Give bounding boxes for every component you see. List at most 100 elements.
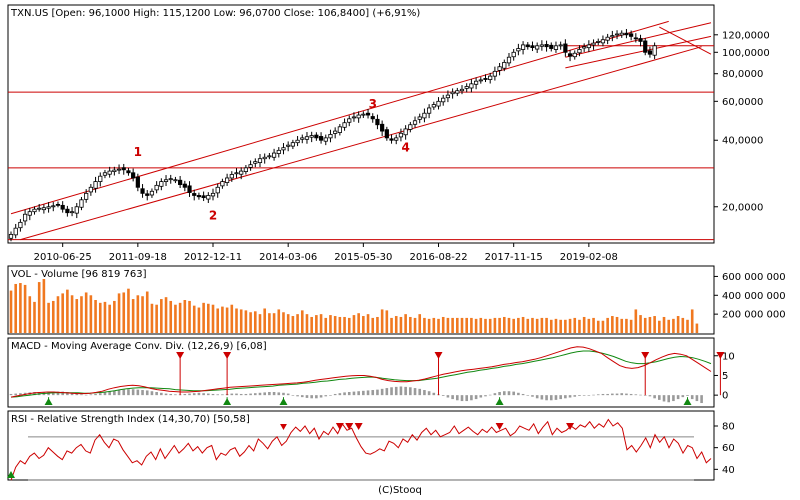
candle-body: [389, 138, 394, 141]
volume-bar: [230, 304, 234, 333]
macd-histogram-bar: [578, 395, 581, 396]
volume-bar: [174, 304, 177, 333]
macd-histogram-bar: [19, 393, 22, 396]
macd-histogram-bar: [484, 395, 487, 397]
candle-body: [643, 40, 648, 53]
volume-bar: [507, 317, 511, 333]
macd-histogram-bar: [399, 386, 403, 396]
macd-histogram-bar: [347, 392, 351, 396]
candle-body: [619, 32, 624, 36]
macd-histogram-bar: [150, 391, 154, 396]
macd-histogram-bar: [502, 391, 506, 396]
macd-histogram-bar: [136, 389, 140, 396]
wave-label: 1: [134, 145, 142, 159]
candle-body: [65, 208, 70, 214]
wave-label: 2: [209, 209, 217, 223]
candle-body: [309, 135, 314, 138]
volume-bar: [113, 300, 116, 333]
volume-bar: [658, 320, 661, 333]
candle-body: [511, 51, 516, 58]
macd-histogram-bar: [526, 395, 530, 396]
candle-body: [27, 211, 32, 216]
macd-histogram-bar: [211, 393, 215, 396]
macd-histogram-bar: [390, 387, 393, 396]
candle-body: [375, 118, 380, 126]
price-title: TXN.US [Open: 96,1000 High: 115,1200 Low…: [10, 8, 420, 19]
candle-body: [530, 45, 535, 49]
macd-histogram-bar: [188, 393, 191, 396]
macd-histogram-bar: [695, 395, 699, 402]
recent-downtrend-line: [659, 26, 712, 55]
volume-bar: [333, 316, 337, 333]
buy-signal-marker: [223, 398, 232, 405]
volume-bar: [155, 304, 158, 333]
volume-bar: [75, 299, 79, 333]
candle-body: [403, 128, 408, 136]
volume-bar: [690, 309, 694, 333]
volume-bar: [399, 316, 403, 333]
sell-signal-marker: [223, 352, 232, 359]
candle-body: [140, 188, 145, 194]
volume-bar: [164, 297, 168, 333]
macd-histogram-bar: [9, 393, 13, 396]
candle-body: [516, 48, 521, 52]
candle-body: [624, 32, 629, 36]
volume-bar: [695, 323, 699, 333]
volume-bar: [141, 296, 144, 333]
candle-body: [436, 100, 441, 107]
volume-bar: [207, 303, 210, 333]
candle-body: [422, 112, 427, 119]
candle-body: [483, 78, 488, 80]
macd-histogram-bar: [625, 393, 628, 396]
volume-bar: [582, 316, 586, 333]
macd-histogram-bar: [296, 395, 299, 397]
candle-body: [586, 44, 591, 49]
price-title-bg: [9, 6, 491, 18]
macd-histogram-bar: [169, 393, 173, 396]
macd-histogram-bar: [512, 391, 515, 396]
volume-title: VOL - Volume [96 819 763]: [11, 269, 147, 280]
macd-histogram-bar: [672, 395, 675, 402]
macd-histogram-bar: [568, 395, 572, 398]
macd-histogram-bar: [258, 392, 262, 396]
price-xtick-label: 2012-12-11: [184, 252, 242, 263]
trend-channel-upper: [10, 20, 669, 215]
candle-body: [365, 112, 371, 116]
candle-body: [647, 50, 653, 55]
candle-body: [248, 164, 253, 168]
candle-body: [412, 120, 418, 125]
macd-histogram-bar: [559, 395, 562, 400]
candle-body: [314, 134, 319, 139]
volume-bar: [258, 314, 262, 333]
candle-body: [131, 172, 136, 179]
candle-body: [154, 184, 159, 191]
volume-bar: [639, 315, 642, 333]
macd-panel: 0 5 10 MACD - Moving Average Conv. Div. (12…: [7, 337, 735, 408]
volume-bar: [329, 315, 332, 333]
volume-bar: [33, 301, 36, 333]
volume-bar: [418, 314, 422, 333]
volume-bar: [23, 284, 27, 333]
macd-histogram-bar: [592, 394, 595, 396]
macd-histogram-bar: [239, 393, 243, 396]
candle-body: [558, 44, 563, 47]
candle-body: [328, 134, 333, 139]
volume-bar: [681, 317, 685, 333]
volume-bar: [310, 316, 313, 333]
candle-body: [225, 177, 230, 183]
volume-bar: [291, 316, 295, 333]
macd-histogram-bar: [582, 395, 586, 396]
macd-histogram-bar: [540, 395, 544, 400]
macd-histogram-bar: [113, 390, 116, 396]
candle-body: [342, 122, 347, 128]
candle-body: [431, 104, 436, 108]
volume-bar: [122, 292, 126, 333]
macd-histogram-bar: [667, 395, 671, 403]
volume-bar: [300, 310, 304, 333]
rsi-line: [10, 418, 712, 481]
volume-bar: [127, 288, 130, 333]
candle-body: [492, 70, 497, 77]
volume-bar: [362, 316, 365, 333]
price-xtick-label: 2015-05-30: [334, 252, 392, 263]
macd-histogram-bar: [192, 393, 196, 396]
